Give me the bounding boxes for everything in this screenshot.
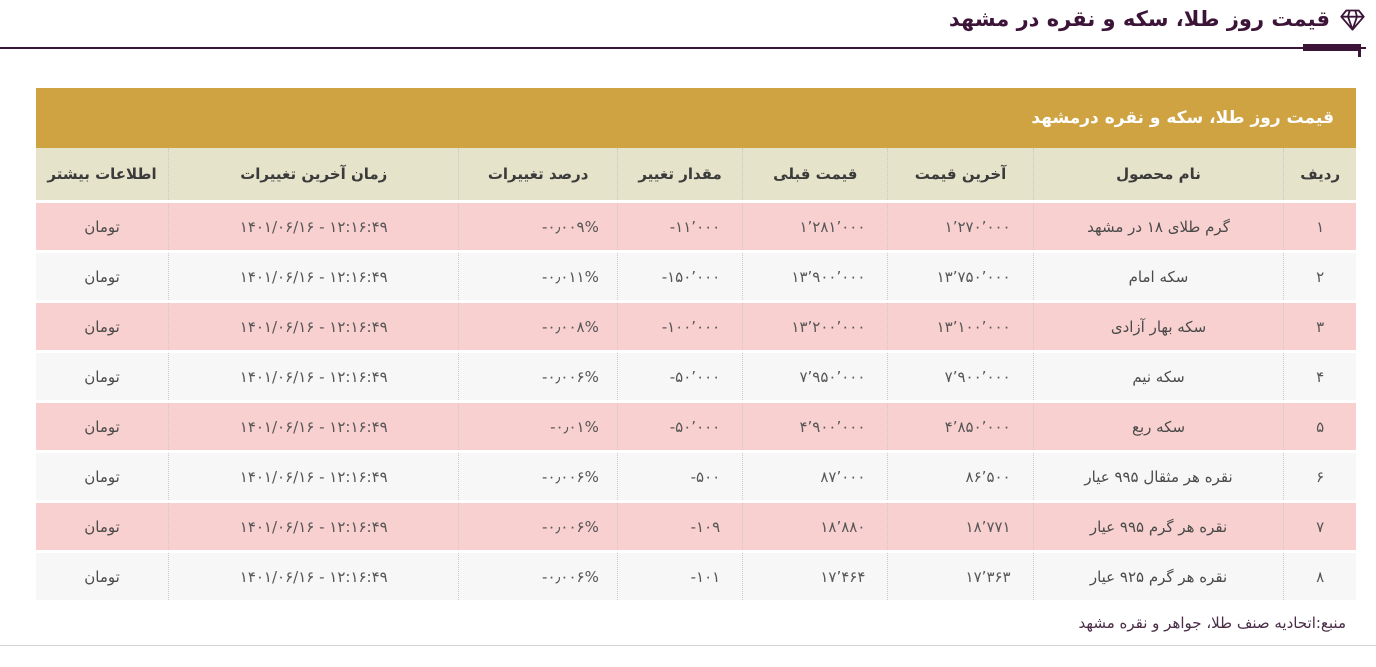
cell-more-info: تومان	[36, 403, 169, 450]
cell-last-price: ۴٬۸۵۰٬۰۰۰	[887, 403, 1033, 450]
table-row: ۶ نقره هر مثقال ۹۹۵ عیار ۸۶٬۵۰۰ ۸۷٬۰۰۰ -…	[36, 453, 1356, 500]
cell-change-percent: -۰٫۰۰۹%	[458, 203, 617, 250]
table-title: قیمت روز طلا، سکه و نقره درمشهد	[1031, 108, 1334, 128]
col-header-change-percent: درصد تغییرات	[458, 148, 617, 200]
cell-more-info: تومان	[36, 503, 169, 550]
cell-change-time: ۱۴۰۱/۰۶/۱۶ - ۱۲:۱۶:۴۹	[168, 503, 459, 550]
gem-icon	[1339, 6, 1366, 33]
page-title-text: قیمت روز طلا، سکه و نقره در مشهد	[948, 7, 1330, 31]
cell-row-number: ۴	[1283, 353, 1356, 400]
cell-prev-price: ۱۷٬۴۶۴	[742, 553, 888, 600]
cell-last-price: ۷٬۹۰۰٬۰۰۰	[887, 353, 1033, 400]
cell-row-number: ۲	[1283, 253, 1356, 300]
cell-more-info: تومان	[36, 553, 169, 600]
price-table: ردیف نام محصول آخرین قیمت قیمت قبلی مقدا…	[36, 145, 1356, 603]
cell-more-info: تومان	[36, 203, 169, 250]
cell-product-name: گرم طلای ۱۸ در مشهد	[1032, 203, 1284, 250]
cell-change-amount: -۱۱٬۰۰۰	[616, 203, 743, 250]
cell-product-name: سکه بهار آزادی	[1032, 303, 1284, 350]
cell-last-price: ۸۶٬۵۰۰	[887, 453, 1033, 500]
title-divider-accent	[1303, 44, 1360, 51]
cell-product-name: نقره هر گرم ۹۹۵ عیار	[1032, 503, 1284, 550]
cell-change-percent: -۰٫۰۱۱%	[458, 253, 617, 300]
cell-change-percent: -۰٫۰۰۶%	[458, 453, 617, 500]
cell-last-price: ۱۷٬۳۶۳	[887, 553, 1033, 600]
cell-last-price: ۱۳٬۷۵۰٬۰۰۰	[887, 253, 1033, 300]
cell-change-time: ۱۴۰۱/۰۶/۱۶ - ۱۲:۱۶:۴۹	[168, 453, 459, 500]
cell-row-number: ۳	[1283, 303, 1356, 350]
cell-change-time: ۱۴۰۱/۰۶/۱۶ - ۱۲:۱۶:۴۹	[168, 253, 459, 300]
cell-last-price: ۱٬۲۷۰٬۰۰۰	[887, 203, 1033, 250]
source-note: منبع:اتحادیه صنف طلا، جواهر و نقره مشهد	[1078, 614, 1346, 632]
cell-prev-price: ۱۳٬۹۰۰٬۰۰۰	[742, 253, 888, 300]
cell-product-name: سکه ربع	[1032, 403, 1284, 450]
col-header-last-price: آخرین قیمت	[887, 148, 1033, 200]
col-header-name: نام محصول	[1032, 148, 1284, 200]
cell-change-percent: -۰٫۰۰۸%	[458, 303, 617, 350]
cell-last-price: ۱۸٬۷۷۱	[887, 503, 1033, 550]
bottom-divider	[0, 645, 1376, 646]
cell-product-name: نقره هر گرم ۹۲۵ عیار	[1032, 553, 1284, 600]
cell-change-time: ۱۴۰۱/۰۶/۱۶ - ۱۲:۱۶:۴۹	[168, 303, 459, 350]
table-row: ۴ سکه نیم ۷٬۹۰۰٬۰۰۰ ۷٬۹۵۰٬۰۰۰ -۵۰٬۰۰۰ -۰…	[36, 353, 1356, 400]
cell-change-percent: -۰٫۰۰۶%	[458, 553, 617, 600]
cell-row-number: ۷	[1283, 503, 1356, 550]
cell-product-name: سکه نیم	[1032, 353, 1284, 400]
cell-prev-price: ۸۷٬۰۰۰	[742, 453, 888, 500]
cell-prev-price: ۱٬۲۸۱٬۰۰۰	[742, 203, 888, 250]
cell-change-amount: -۵۰٬۰۰۰	[616, 403, 743, 450]
page-header: قیمت روز طلا، سکه و نقره در مشهد	[0, 0, 1376, 57]
table-row: ۸ نقره هر گرم ۹۲۵ عیار ۱۷٬۳۶۳ ۱۷٬۴۶۴ -۱۰…	[36, 553, 1356, 600]
col-header-last-change-time: زمان آخرین تغییرات	[168, 148, 459, 200]
cell-last-price: ۱۳٬۱۰۰٬۰۰۰	[887, 303, 1033, 350]
cell-prev-price: ۴٬۹۰۰٬۰۰۰	[742, 403, 888, 450]
cell-product-name: سکه امام	[1032, 253, 1284, 300]
table-header-row: ردیف نام محصول آخرین قیمت قیمت قبلی مقدا…	[36, 148, 1356, 200]
cell-change-amount: -۱۰۹	[616, 503, 743, 550]
cell-more-info: تومان	[36, 453, 169, 500]
title-divider-tick	[1358, 44, 1361, 57]
page-title: قیمت روز طلا، سکه و نقره در مشهد	[0, 4, 1366, 34]
cell-change-amount: -۱۰۱	[616, 553, 743, 600]
table-row: ۷ نقره هر گرم ۹۹۵ عیار ۱۸٬۷۷۱ ۱۸٬۸۸۰ -۱۰…	[36, 503, 1356, 550]
col-header-row: ردیف	[1283, 148, 1356, 200]
cell-change-amount: -۱۰۰٬۰۰۰	[616, 303, 743, 350]
col-header-more-info: اطلاعات بیشتر	[36, 148, 169, 200]
cell-change-time: ۱۴۰۱/۰۶/۱۶ - ۱۲:۱۶:۴۹	[168, 553, 459, 600]
col-header-change-amount: مقدار تغییر	[616, 148, 743, 200]
cell-change-percent: -۰٫۰۱%	[458, 403, 617, 450]
table-row: ۵ سکه ربع ۴٬۸۵۰٬۰۰۰ ۴٬۹۰۰٬۰۰۰ -۵۰٬۰۰۰ -۰…	[36, 403, 1356, 450]
table-row: ۱ گرم طلای ۱۸ در مشهد ۱٬۲۷۰٬۰۰۰ ۱٬۲۸۱٬۰۰…	[36, 203, 1356, 250]
cell-change-time: ۱۴۰۱/۰۶/۱۶ - ۱۲:۱۶:۴۹	[168, 403, 459, 450]
cell-change-amount: -۱۵۰٬۰۰۰	[616, 253, 743, 300]
cell-row-number: ۶	[1283, 453, 1356, 500]
cell-prev-price: ۷٬۹۵۰٬۰۰۰	[742, 353, 888, 400]
table-row: ۳ سکه بهار آزادی ۱۳٬۱۰۰٬۰۰۰ ۱۳٬۲۰۰٬۰۰۰ -…	[36, 303, 1356, 350]
cell-change-amount: -۵۰۰	[616, 453, 743, 500]
cell-more-info: تومان	[36, 253, 169, 300]
title-divider	[0, 44, 1366, 57]
cell-change-time: ۱۴۰۱/۰۶/۱۶ - ۱۲:۱۶:۴۹	[168, 353, 459, 400]
cell-prev-price: ۱۳٬۲۰۰٬۰۰۰	[742, 303, 888, 350]
cell-row-number: ۵	[1283, 403, 1356, 450]
price-table-section: قیمت روز طلا، سکه و نقره درمشهد ردیف نام…	[36, 88, 1356, 603]
cell-change-time: ۱۴۰۱/۰۶/۱۶ - ۱۲:۱۶:۴۹	[168, 203, 459, 250]
cell-change-amount: -۵۰٬۰۰۰	[616, 353, 743, 400]
cell-more-info: تومان	[36, 353, 169, 400]
table-row: ۲ سکه امام ۱۳٬۷۵۰٬۰۰۰ ۱۳٬۹۰۰٬۰۰۰ -۱۵۰٬۰۰…	[36, 253, 1356, 300]
cell-row-number: ۱	[1283, 203, 1356, 250]
cell-change-percent: -۰٫۰۰۶%	[458, 353, 617, 400]
cell-product-name: نقره هر مثقال ۹۹۵ عیار	[1032, 453, 1284, 500]
cell-more-info: تومان	[36, 303, 169, 350]
col-header-prev-price: قیمت قبلی	[742, 148, 888, 200]
cell-prev-price: ۱۸٬۸۸۰	[742, 503, 888, 550]
cell-change-percent: -۰٫۰۰۶%	[458, 503, 617, 550]
table-title-bar: قیمت روز طلا، سکه و نقره درمشهد	[36, 88, 1356, 148]
cell-row-number: ۸	[1283, 553, 1356, 600]
